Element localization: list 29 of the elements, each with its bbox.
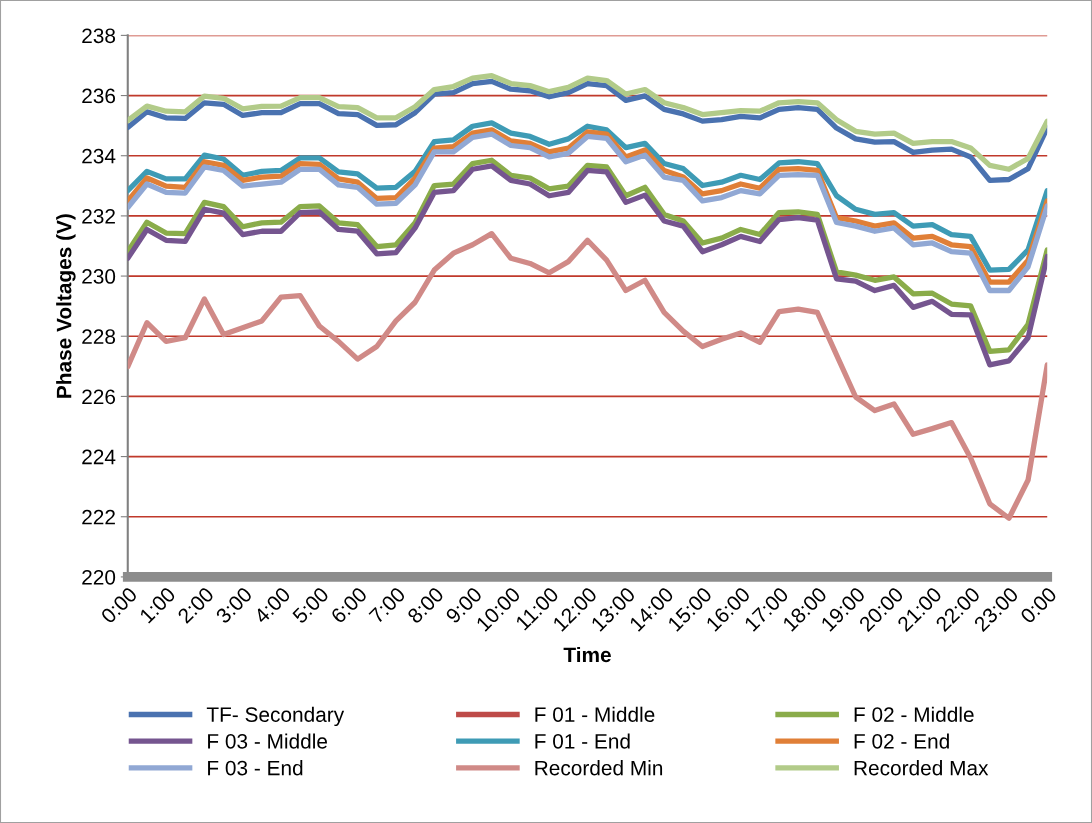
y-tick-label: 228: [82, 329, 116, 344]
x-tick-label: 4:00: [253, 586, 292, 625]
y-tick-label: 238: [82, 28, 116, 44]
legend-label: TF- Secondary: [206, 706, 345, 727]
y-axis-title: Phase Voltages (V): [56, 214, 76, 398]
legend-label: Recorded Min: [535, 760, 663, 776]
legend-label: Recorded Max: [854, 760, 989, 776]
x-tick-label: 0:00: [100, 586, 139, 625]
x-tick-label: 7:00: [368, 586, 407, 624]
legend-label: F 03 - End: [208, 760, 303, 776]
x-tick-label: 5:00: [291, 586, 330, 625]
y-tick-label: 234: [82, 148, 116, 164]
y-tick-label: 224: [82, 449, 116, 465]
x-tick-label: 8:00: [406, 586, 445, 625]
legend-label: F 03 - Middle: [208, 733, 328, 749]
x-tick-label: 0:00: [1019, 586, 1058, 625]
x-axis-title: Time: [563, 646, 611, 663]
y-tick-label: 232: [82, 208, 115, 224]
x-tick-label: 3:00: [214, 586, 253, 625]
legend-label: F 02 - Middle: [854, 706, 974, 722]
x-tick-label: 6:00: [330, 586, 368, 624]
y-tick-label: 222: [82, 509, 115, 525]
y-tick-label: 226: [82, 389, 116, 405]
y-tick-label: 220: [82, 569, 116, 585]
legend-label: F 01 - End: [535, 733, 630, 749]
y-tick-label: 230: [82, 269, 116, 284]
legend-label: F 02 - End: [854, 733, 949, 749]
y-tick-label: 236: [82, 88, 116, 104]
legend-label: F 01 - Middle: [535, 706, 655, 722]
